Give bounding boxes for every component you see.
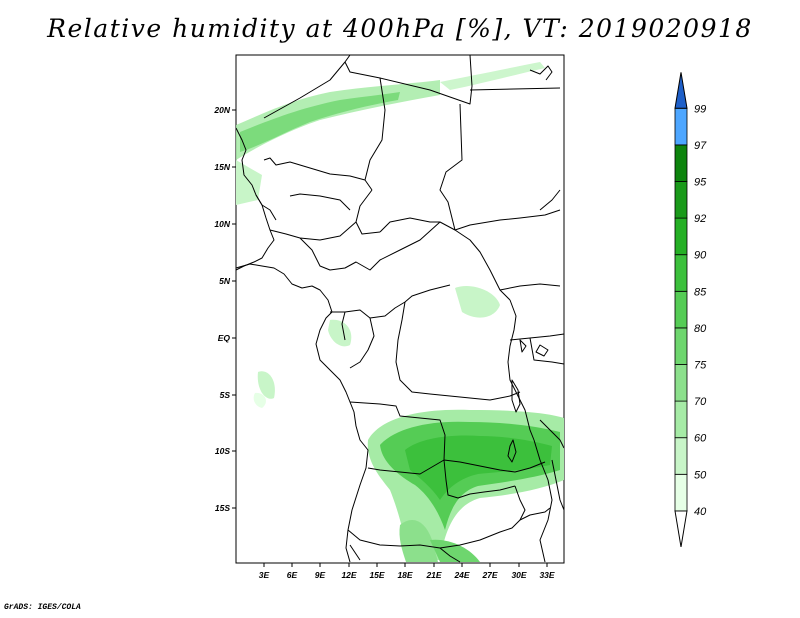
lat-tick-15n: 15N: [214, 162, 230, 172]
colorbar-label: 90: [694, 250, 707, 262]
colorbar-label: 92: [694, 213, 706, 225]
colorbar-label: 50: [694, 469, 707, 481]
lat-tick-5s: 5S: [220, 390, 231, 400]
country-borders: [235, 54, 565, 563]
colorbar-label: 75: [694, 360, 707, 372]
lon-tick-3e: 3E: [259, 570, 270, 580]
lon-tick-12e: 12E: [341, 570, 356, 580]
colorbar-segment: [674, 290, 688, 329]
chart-title: Relative humidity at 400hPa [%], VT: 201…: [47, 14, 753, 43]
colorbar-segment: [674, 473, 688, 512]
colorbar-segment: [674, 327, 688, 365]
lon-tick-30e: 30E: [511, 570, 526, 580]
lat-tick-10s: 10S: [215, 446, 230, 456]
colorbar: 40 50 60 70 75 80 85 90 92 95 97 99: [674, 72, 707, 547]
humidity-patch-central-east: [455, 285, 500, 318]
lat-tick-15s: 15S: [215, 503, 230, 513]
map-ticks: 3E 6E 9E 12E 15E 18E 21E 24E 27E 30E 33E…: [213, 105, 554, 580]
colorbar-segment: [674, 400, 688, 439]
colorbar-segment: [674, 144, 688, 182]
colorbar-segment: [674, 217, 688, 256]
colorbar-top-arrow: [674, 72, 688, 109]
colorbar-label: 40: [694, 506, 707, 518]
colorbar-label: 95: [694, 177, 707, 189]
colorbar-segment: [674, 107, 688, 146]
humidity-blob-south-tail: [399, 520, 438, 562]
colorbar-label: 70: [694, 396, 707, 408]
lat-tick-5n: 5N: [219, 276, 231, 286]
humidity-patch-gulf: [328, 319, 352, 347]
colorbar-bottom-arrow: [674, 510, 688, 547]
colorbar-segment: [674, 254, 688, 292]
lon-tick-6e: 6E: [287, 570, 298, 580]
lon-tick-18e: 18E: [397, 570, 412, 580]
colorbar-label: 97: [694, 140, 707, 152]
lon-tick-9e: 9E: [315, 570, 326, 580]
colorbar-label: 85: [694, 286, 707, 298]
lon-tick-15e: 15E: [369, 570, 384, 580]
humidity-blob-core: [405, 435, 552, 500]
lon-tick-27e: 27E: [481, 570, 497, 580]
lat-tick-20n: 20N: [213, 105, 230, 115]
colorbar-segment: [674, 437, 688, 475]
colorbar-segment: [674, 181, 688, 219]
colorbar-label: 80: [694, 323, 707, 335]
grads-credit: GrADS: IGES/COLA: [4, 603, 81, 612]
colorbar-label: 99: [694, 103, 706, 115]
lat-tick-eq: EQ: [218, 333, 231, 343]
humidity-band-sahel-core: [240, 92, 400, 152]
humidity-patch-southwest: [257, 371, 275, 399]
colorbar-segment: [674, 364, 688, 402]
colorbar-label: 60: [694, 433, 707, 445]
humidity-patch-southeast: [430, 539, 480, 562]
humidity-patch-southwest-2: [253, 392, 266, 408]
lon-tick-33e: 33E: [539, 570, 554, 580]
humidity-band-north: [440, 62, 545, 90]
lat-tick-10n: 10N: [214, 219, 230, 229]
lon-tick-24e: 24E: [453, 570, 469, 580]
lon-tick-21e: 21E: [425, 570, 441, 580]
